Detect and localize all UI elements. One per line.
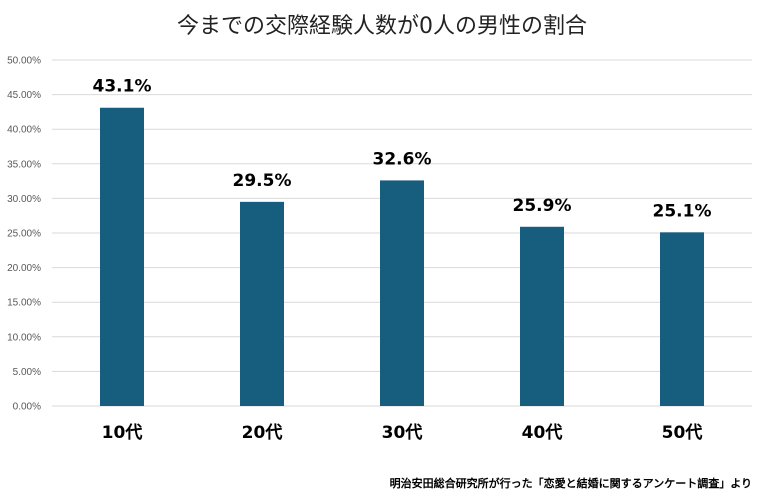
y-tick-label: 5.00% — [13, 367, 41, 378]
data-label: 25.1% — [653, 201, 712, 221]
bar-30代 — [380, 180, 424, 406]
y-tick-label: 40.00% — [7, 125, 41, 136]
data-label: 32.6% — [373, 149, 432, 169]
x-tick-label: 30代 — [382, 422, 423, 443]
y-tick-label: 45.00% — [7, 90, 41, 101]
y-axis: 0.00% 5.00% 10.00% 15.00% 20.00% 25.00% 30.00%… — [7, 56, 41, 413]
x-tick-label: 50代 — [662, 422, 703, 443]
source-note: 明治安田総合研究所が行った「恋愛と結婚に関するアンケート調査」より — [390, 476, 752, 490]
bars — [100, 107, 704, 407]
bar-20代 — [240, 201, 284, 406]
y-tick-label: 35.00% — [7, 159, 41, 170]
x-axis: 10代 20代 30代 40代 50代 — [102, 422, 703, 443]
y-tick-label: 15.00% — [7, 298, 41, 309]
bar-10代 — [100, 107, 144, 407]
bar-50代 — [660, 232, 704, 406]
data-label: 43.1% — [93, 77, 152, 97]
chart-title: 今までの交際経験人数が0人の男性の割合 — [177, 14, 587, 39]
y-tick-label: 0.00% — [13, 402, 41, 413]
data-label: 29.5% — [233, 171, 292, 191]
x-tick-label: 40代 — [522, 422, 563, 443]
y-tick-label: 25.00% — [7, 229, 41, 240]
y-tick-label: 10.00% — [7, 332, 41, 343]
x-tick-label: 10代 — [102, 422, 143, 443]
y-tick-label: 50.00% — [7, 56, 41, 67]
bar-40代 — [520, 226, 564, 406]
data-label: 25.9% — [513, 196, 572, 216]
y-tick-label: 30.00% — [7, 194, 41, 205]
data-labels: 43.1% 29.5% 32.6% 25.9% 25.1% — [93, 77, 712, 222]
y-tick-label: 20.00% — [7, 263, 41, 274]
x-tick-label: 20代 — [242, 422, 283, 443]
